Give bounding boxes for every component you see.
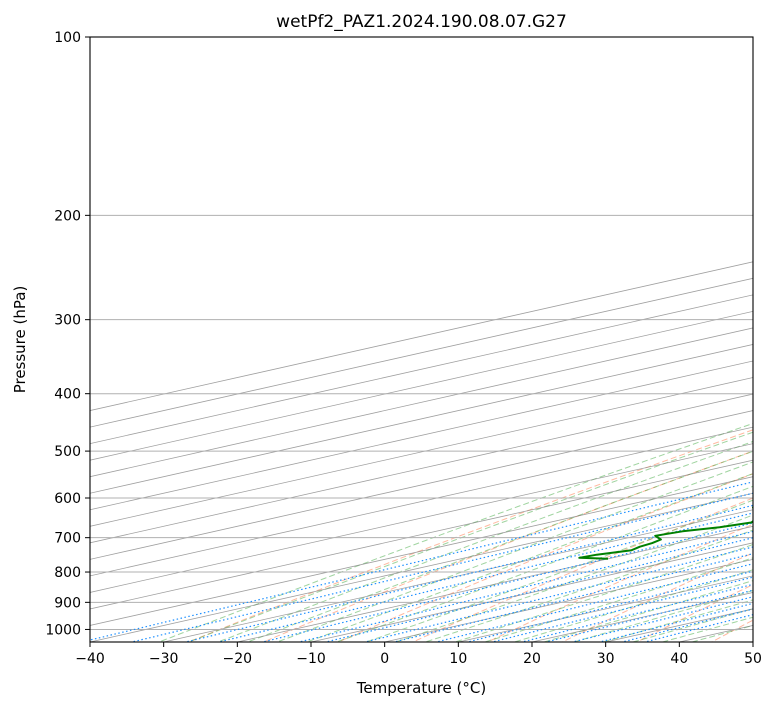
x-tick-label: −30	[149, 651, 179, 667]
x-tick-label: 30	[597, 651, 615, 667]
y-tick-label: 900	[54, 595, 81, 611]
moist-adiabat	[654, 37, 775, 644]
moist-adiabats	[153, 37, 775, 644]
isotherm-line	[90, 37, 775, 642]
x-tick-label: 20	[523, 651, 541, 667]
isotherm-line	[0, 37, 775, 642]
y-axis-ticks: 100 200 300 400 500 600 700 800 900 1000	[45, 30, 90, 638]
isotherm-line	[0, 37, 775, 642]
mixing-ratio-line	[427, 446, 775, 645]
x-tick-label: −10	[296, 651, 326, 667]
moist-adiabat	[330, 37, 775, 644]
moist-adiabat	[389, 37, 775, 644]
dry-adiabat	[183, 18, 775, 645]
x-axis-label: Temperature (°C)	[356, 679, 486, 697]
y-tick-label: 1000	[45, 622, 81, 638]
moist-adiabat	[359, 37, 775, 644]
isotherm-line	[0, 37, 775, 642]
isotherm-line	[0, 37, 775, 642]
y-tick-label: 600	[54, 491, 81, 507]
isotherm-line	[0, 37, 775, 642]
x-tick-label: −20	[223, 651, 253, 667]
isotherm-line	[0, 37, 775, 642]
isotherm-line	[0, 37, 775, 642]
moist-adiabat	[271, 37, 775, 644]
mixing-ratio-line	[253, 446, 775, 645]
isotherm-lines	[0, 37, 775, 642]
dry-adiabat	[258, 18, 775, 645]
sounding-profiles	[579, 37, 775, 559]
isotherm-line	[0, 37, 775, 642]
y-tick-label: 500	[54, 444, 81, 460]
moist-adiabat	[536, 37, 775, 644]
y-tick-label: 300	[54, 313, 81, 329]
dewpoint-profile	[579, 37, 775, 559]
mixing-ratio-line	[316, 446, 775, 645]
isotherm-line	[0, 37, 775, 642]
x-tick-label: −40	[75, 651, 105, 667]
moist-adiabat	[565, 37, 775, 644]
isotherm-line	[164, 37, 775, 642]
x-tick-label: 50	[744, 651, 762, 667]
isotherm-line	[16, 37, 775, 642]
isotherm-line	[753, 37, 775, 642]
y-tick-label: 800	[54, 565, 81, 581]
y-tick-label: 700	[54, 531, 81, 547]
dry-adiabat	[632, 18, 775, 645]
dry-adiabats	[183, 18, 775, 645]
x-tick-label: 10	[449, 651, 467, 667]
isotherm-line	[311, 37, 775, 642]
isotherm-line	[0, 37, 775, 642]
y-axis-label: Pressure (hPa)	[11, 286, 29, 394]
y-tick-label: 400	[54, 387, 81, 403]
x-tick-label: 0	[380, 651, 389, 667]
isotherm-line	[0, 37, 775, 642]
mixing-ratio-line	[209, 446, 775, 645]
moist-adiabat	[300, 37, 775, 644]
pressure-gridlines	[90, 37, 753, 629]
isotherm-line	[0, 37, 775, 642]
moist-adiabat	[624, 37, 775, 644]
moist-adiabat	[418, 37, 775, 644]
moist-adiabat	[506, 37, 775, 644]
mixing-ratio-line	[636, 446, 775, 645]
y-tick-label: 100	[54, 30, 81, 46]
isotherm-line	[0, 37, 775, 642]
x-axis-ticks: −40 −30 −20 −10 0 10 20 30 40 50	[75, 642, 762, 667]
chart-title: wetPf2_PAZ1.2024.190.08.07.G27	[276, 12, 567, 32]
moist-adiabat	[153, 37, 775, 644]
x-tick-label: 40	[670, 651, 688, 667]
y-tick-label: 200	[54, 208, 81, 224]
